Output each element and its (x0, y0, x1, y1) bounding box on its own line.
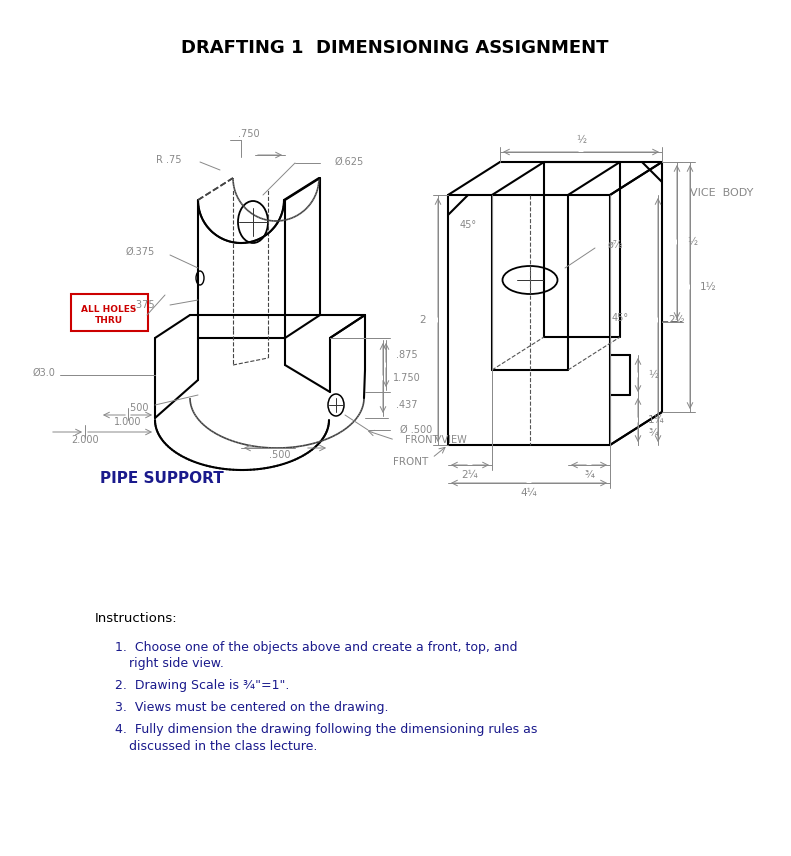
Text: FRONT: FRONT (393, 457, 428, 467)
Text: ½: ½ (576, 135, 586, 145)
Text: R .75: R .75 (157, 155, 182, 165)
Text: .437: .437 (396, 400, 418, 410)
Text: 1.  Choose one of the objects above and create a front, top, and: 1. Choose one of the objects above and c… (115, 641, 517, 655)
Text: .500: .500 (127, 403, 148, 413)
Text: right side view.: right side view. (129, 657, 224, 670)
Text: .875: .875 (396, 350, 418, 360)
Text: Ø3.0: Ø3.0 (32, 368, 55, 378)
Text: .500: .500 (269, 450, 291, 460)
Text: Instructions:: Instructions: (95, 611, 178, 625)
Text: 1½: 1½ (700, 282, 717, 292)
Text: ½: ½ (648, 370, 658, 380)
Text: Ø.625: Ø.625 (335, 157, 364, 167)
Text: 2½: 2½ (668, 315, 685, 325)
Text: VICE  BODY: VICE BODY (690, 188, 753, 198)
Text: ALL HOLES
THRU: ALL HOLES THRU (81, 306, 137, 324)
Text: DRAFTING 1  DIMENSIONING ASSIGNMENT: DRAFTING 1 DIMENSIONING ASSIGNMENT (181, 39, 609, 57)
Text: ø⅞: ø⅞ (608, 240, 623, 250)
Text: 45°: 45° (460, 220, 476, 230)
Text: 2.000: 2.000 (71, 435, 99, 445)
Text: PIPE SUPPORT: PIPE SUPPORT (100, 471, 224, 485)
Text: Ø.375: Ø.375 (126, 247, 155, 257)
Text: 2¼: 2¼ (462, 470, 479, 480)
Text: 3.  Views must be centered on the drawing.: 3. Views must be centered on the drawing… (115, 702, 388, 715)
Text: 1.000: 1.000 (114, 417, 142, 427)
Text: discussed in the class lecture.: discussed in the class lecture. (129, 740, 317, 752)
Text: 4¼: 4¼ (520, 488, 537, 498)
Text: Ø .500: Ø .500 (400, 425, 432, 435)
Text: .375: .375 (134, 300, 155, 310)
FancyBboxPatch shape (71, 294, 148, 331)
Text: ½: ½ (687, 237, 697, 247)
Text: 45°: 45° (611, 313, 629, 323)
Text: 1¼: 1¼ (648, 415, 664, 425)
Text: 1.750: 1.750 (393, 373, 421, 383)
Text: ¾: ¾ (584, 470, 594, 480)
Text: 2: 2 (419, 315, 426, 325)
Text: ¾: ¾ (648, 428, 658, 438)
Text: 4.  Fully dimension the drawing following the dimensioning rules as: 4. Fully dimension the drawing following… (115, 723, 537, 736)
Text: .750: .750 (238, 129, 259, 139)
Text: 2.  Drawing Scale is ¾"=1".: 2. Drawing Scale is ¾"=1". (115, 680, 290, 693)
Text: FRONT VIEW: FRONT VIEW (405, 435, 467, 445)
